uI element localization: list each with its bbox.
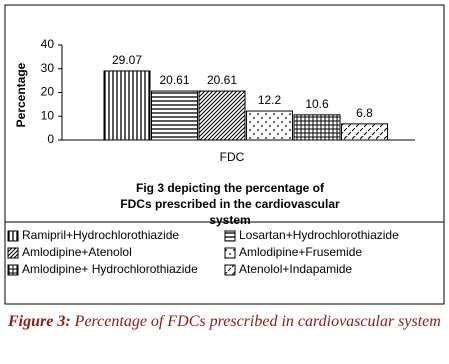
legend-label: Losartan+Hydrochlorothiazide — [239, 228, 399, 242]
bar — [198, 90, 246, 141]
y-axis-label: Percentage — [14, 62, 28, 127]
legend-swatch — [7, 264, 19, 276]
data-label: 20.61 — [207, 73, 237, 87]
bar — [341, 123, 388, 141]
data-label: 20.61 — [159, 73, 189, 87]
caption-text: Percentage of FDCs prescribed in cardiov… — [74, 313, 441, 330]
bar — [246, 110, 293, 141]
legend-label: Amlodipine+ Hydrochlorothiazide — [22, 262, 198, 276]
y-tick-label: 20 — [41, 85, 55, 99]
legend-swatch — [7, 247, 19, 259]
chart-border — [4, 4, 445, 305]
legend-label: Ramipril+Hydrochlorothiazide — [22, 228, 179, 242]
x-axis-label: FDC — [220, 150, 245, 164]
legend-swatch — [224, 264, 236, 276]
y-tick-label: 10 — [41, 108, 55, 122]
legend-label: Amlodipine+Frusemide — [239, 245, 362, 259]
data-label: 10.6 — [305, 97, 329, 111]
bar — [103, 70, 151, 141]
caption-label: Figure 3: — [8, 313, 71, 330]
chart-title: Fig 3 depicting the percentage of FDCs p… — [120, 181, 340, 227]
y-tick-label: 0 — [47, 132, 54, 146]
chart: Percentage FDC 0 10 20 30 40 29.07 Ramipril+Hy… — [4, 4, 445, 305]
data-label: 12.2 — [258, 93, 282, 107]
y-tick-label: 30 — [41, 61, 55, 75]
data-label: 29.07 — [112, 53, 142, 67]
legend-label: Atenolol+Indapamide — [239, 262, 352, 276]
legend-label: Amlodipine+Atenolol — [22, 245, 132, 259]
legend-swatch — [7, 230, 19, 242]
figure-caption: Figure 3: Percentage of FDCs prescribed … — [8, 312, 443, 331]
bar — [293, 114, 341, 141]
data-label: 6.8 — [356, 106, 373, 120]
bar — [151, 90, 198, 141]
legend-swatch — [224, 247, 236, 259]
legend-swatch — [224, 230, 236, 242]
y-tick-label: 40 — [41, 37, 55, 51]
